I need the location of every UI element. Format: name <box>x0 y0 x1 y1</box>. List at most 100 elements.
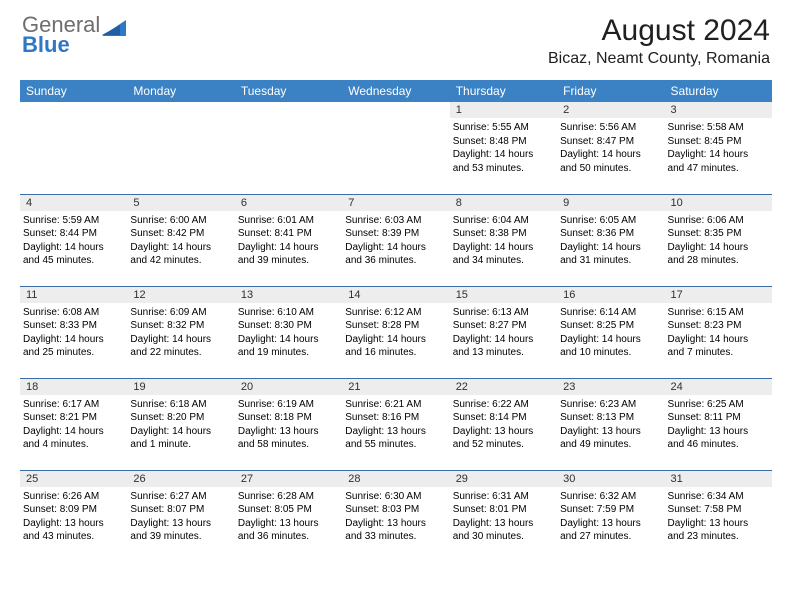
daylight-text: Daylight: 14 hours and 31 minutes. <box>560 241 658 268</box>
calendar-cell: 8Sunrise: 6:04 AMSunset: 8:38 PMDaylight… <box>450 194 557 286</box>
daylight-text: Daylight: 13 hours and 43 minutes. <box>23 517 121 544</box>
daylight-text: Daylight: 13 hours and 27 minutes. <box>560 517 658 544</box>
sunrise-text: Sunrise: 6:27 AM <box>130 490 228 504</box>
weekday-header: Thursday <box>450 80 557 102</box>
day-details <box>235 118 342 178</box>
day-number: 11 <box>20 287 127 303</box>
day-details: Sunrise: 6:28 AMSunset: 8:05 PMDaylight:… <box>235 487 342 546</box>
logo-word-blue: Blue <box>22 34 100 56</box>
sunset-text: Sunset: 8:38 PM <box>453 227 551 241</box>
sunset-text: Sunset: 8:36 PM <box>560 227 658 241</box>
sunset-text: Sunset: 8:39 PM <box>345 227 443 241</box>
calendar-cell: 10Sunrise: 6:06 AMSunset: 8:35 PMDayligh… <box>665 194 772 286</box>
day-number: 16 <box>557 287 664 303</box>
day-number: 4 <box>20 195 127 211</box>
daylight-text: Daylight: 14 hours and 10 minutes. <box>560 333 658 360</box>
sunset-text: Sunset: 8:25 PM <box>560 319 658 333</box>
day-details: Sunrise: 5:58 AMSunset: 8:45 PMDaylight:… <box>665 118 772 177</box>
daylight-text: Daylight: 14 hours and 1 minute. <box>130 425 228 452</box>
calendar-cell: 30Sunrise: 6:32 AMSunset: 7:59 PMDayligh… <box>557 470 664 562</box>
sunset-text: Sunset: 8:05 PM <box>238 503 336 517</box>
sunset-text: Sunset: 8:09 PM <box>23 503 121 517</box>
title-block: August 2024 Bicaz, Neamt County, Romania <box>548 14 770 68</box>
calendar-cell: 3Sunrise: 5:58 AMSunset: 8:45 PMDaylight… <box>665 102 772 194</box>
day-details: Sunrise: 6:30 AMSunset: 8:03 PMDaylight:… <box>342 487 449 546</box>
day-number: 6 <box>235 195 342 211</box>
calendar-week: 11Sunrise: 6:08 AMSunset: 8:33 PMDayligh… <box>20 286 772 378</box>
sunrise-text: Sunrise: 6:12 AM <box>345 306 443 320</box>
day-number: 10 <box>665 195 772 211</box>
day-number: 21 <box>342 379 449 395</box>
sunrise-calendar: Sunday Monday Tuesday Wednesday Thursday… <box>20 80 772 562</box>
day-number: 26 <box>127 471 234 487</box>
calendar-week: 18Sunrise: 6:17 AMSunset: 8:21 PMDayligh… <box>20 378 772 470</box>
sunrise-text: Sunrise: 6:23 AM <box>560 398 658 412</box>
weekday-header: Friday <box>557 80 664 102</box>
sunrise-text: Sunrise: 6:34 AM <box>668 490 766 504</box>
sunrise-text: Sunrise: 6:30 AM <box>345 490 443 504</box>
sunset-text: Sunset: 8:30 PM <box>238 319 336 333</box>
day-details: Sunrise: 6:25 AMSunset: 8:11 PMDaylight:… <box>665 395 772 454</box>
day-number: 14 <box>342 287 449 303</box>
day-details: Sunrise: 6:23 AMSunset: 8:13 PMDaylight:… <box>557 395 664 454</box>
sunrise-text: Sunrise: 6:31 AM <box>453 490 551 504</box>
daylight-text: Daylight: 14 hours and 19 minutes. <box>238 333 336 360</box>
day-details: Sunrise: 6:01 AMSunset: 8:41 PMDaylight:… <box>235 211 342 270</box>
sunset-text: Sunset: 8:20 PM <box>130 411 228 425</box>
sunrise-text: Sunrise: 6:25 AM <box>668 398 766 412</box>
day-details: Sunrise: 6:10 AMSunset: 8:30 PMDaylight:… <box>235 303 342 362</box>
day-details <box>127 118 234 178</box>
sunrise-text: Sunrise: 6:01 AM <box>238 214 336 228</box>
day-number: 19 <box>127 379 234 395</box>
day-number: 5 <box>127 195 234 211</box>
calendar-cell <box>127 102 234 194</box>
calendar-cell: 16Sunrise: 6:14 AMSunset: 8:25 PMDayligh… <box>557 286 664 378</box>
daylight-text: Daylight: 13 hours and 49 minutes. <box>560 425 658 452</box>
sunset-text: Sunset: 8:14 PM <box>453 411 551 425</box>
day-number: 25 <box>20 471 127 487</box>
calendar-cell: 14Sunrise: 6:12 AMSunset: 8:28 PMDayligh… <box>342 286 449 378</box>
calendar-cell: 25 Sunrise: 6:26 AMSunset: 8:09 PMDayligh… <box>20 470 127 562</box>
sunrise-text: Sunrise: 5:55 AM <box>453 121 551 135</box>
sunrise-text: Sunrise: 6:06 AM <box>668 214 766 228</box>
calendar-cell: 23Sunrise: 6:23 AMSunset: 8:13 PMDayligh… <box>557 378 664 470</box>
location-subtitle: Bicaz, Neamt County, Romania <box>548 50 770 68</box>
daylight-text: Daylight: 13 hours and 23 minutes. <box>668 517 766 544</box>
daylight-text: Daylight: 13 hours and 52 minutes. <box>453 425 551 452</box>
day-number: 24 <box>665 379 772 395</box>
sunrise-text: Sunrise: 6:13 AM <box>453 306 551 320</box>
sunset-text: Sunset: 8:27 PM <box>453 319 551 333</box>
day-number: 15 <box>450 287 557 303</box>
sunset-text: Sunset: 8:47 PM <box>560 135 658 149</box>
sunrise-text: Sunrise: 6:08 AM <box>23 306 121 320</box>
day-number: 31 <box>665 471 772 487</box>
sunset-text: Sunset: 8:32 PM <box>130 319 228 333</box>
day-number: 1 <box>450 102 557 118</box>
day-details: Sunrise: 6:22 AMSunset: 8:14 PMDaylight:… <box>450 395 557 454</box>
day-details: Sunrise: 6:12 AMSunset: 8:28 PMDaylight:… <box>342 303 449 362</box>
sunrise-text: Sunrise: 6:05 AM <box>560 214 658 228</box>
day-details: Sunrise: 6:14 AMSunset: 8:25 PMDaylight:… <box>557 303 664 362</box>
sunrise-text: Sunrise: 6:26 AM <box>23 490 121 504</box>
triangle-icon <box>102 18 128 40</box>
day-details: Sunrise: 6:03 AMSunset: 8:39 PMDaylight:… <box>342 211 449 270</box>
sunset-text: Sunset: 8:44 PM <box>23 227 121 241</box>
daylight-text: Daylight: 14 hours and 25 minutes. <box>23 333 121 360</box>
sunrise-text: Sunrise: 6:03 AM <box>345 214 443 228</box>
sunrise-text: Sunrise: 6:28 AM <box>238 490 336 504</box>
weekday-header: Tuesday <box>235 80 342 102</box>
calendar-cell: 6Sunrise: 6:01 AMSunset: 8:41 PMDaylight… <box>235 194 342 286</box>
sunrise-text: Sunrise: 6:21 AM <box>345 398 443 412</box>
sunset-text: Sunset: 8:16 PM <box>345 411 443 425</box>
daylight-text: Daylight: 13 hours and 46 minutes. <box>668 425 766 452</box>
sunset-text: Sunset: 8:41 PM <box>238 227 336 241</box>
sunrise-text: Sunrise: 6:04 AM <box>453 214 551 228</box>
calendar-cell: 5Sunrise: 6:00 AMSunset: 8:42 PMDaylight… <box>127 194 234 286</box>
calendar-cell: 26Sunrise: 6:27 AMSunset: 8:07 PMDayligh… <box>127 470 234 562</box>
calendar-cell: 29Sunrise: 6:31 AMSunset: 8:01 PMDayligh… <box>450 470 557 562</box>
calendar-cell: 28Sunrise: 6:30 AMSunset: 8:03 PMDayligh… <box>342 470 449 562</box>
day-number: 17 <box>665 287 772 303</box>
day-details: Sunrise: 6:32 AMSunset: 7:59 PMDaylight:… <box>557 487 664 546</box>
day-number: 2 <box>557 102 664 118</box>
calendar-cell <box>342 102 449 194</box>
